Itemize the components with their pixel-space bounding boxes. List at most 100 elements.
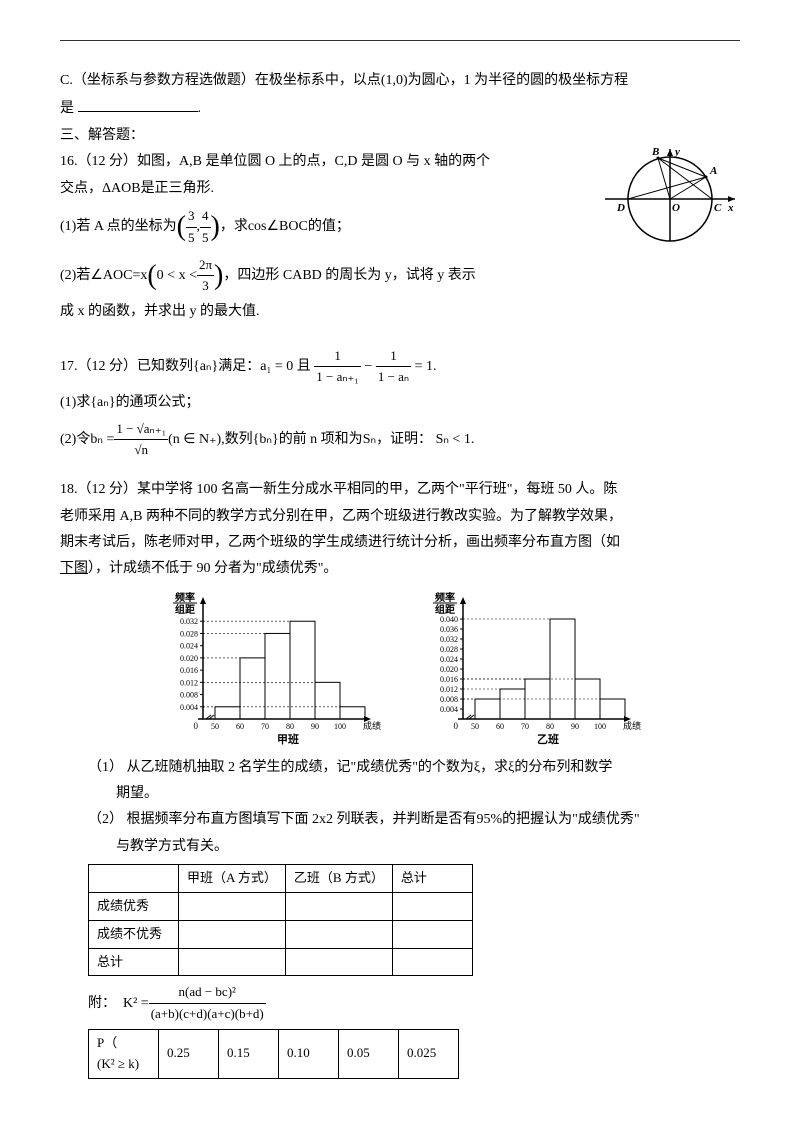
hist-yi: 0.0400.0360.0320.0280.0240.0200.0160.012… bbox=[415, 589, 645, 749]
q16-p1-mid: ，求 bbox=[220, 216, 248, 238]
f1n: 1 bbox=[314, 346, 361, 368]
bfd: √n bbox=[114, 440, 168, 461]
svg-text:0.004: 0.004 bbox=[440, 705, 458, 714]
svg-text:0.028: 0.028 bbox=[180, 629, 198, 638]
q16-range-pre: 0 < x < bbox=[157, 265, 197, 287]
table-row: 甲班（A 方式） 乙班（B 方式） 总计 bbox=[89, 865, 473, 893]
q16-h2b: 是正三角形. bbox=[141, 181, 215, 196]
q17-header: 17.（12 分）已知数列 {aₙ} 满足： a₁ = 0 且 11 − aₙ₊… bbox=[60, 346, 740, 389]
q15c-period: . bbox=[198, 101, 202, 116]
kt-lb: (K² ≥ k) bbox=[97, 1056, 139, 1071]
q18-p1: （1） 从乙班随机抽取 2 名学生的成绩，记"成绩优秀"的个数为ξ，求ξ的分布列… bbox=[88, 757, 740, 779]
kt-v1: 0.15 bbox=[219, 1030, 279, 1079]
f2d: 1 − aₙ bbox=[376, 367, 411, 388]
label-A: A bbox=[709, 165, 717, 177]
svg-text:频率: 频率 bbox=[175, 591, 195, 604]
q16-cos: cos∠BOC bbox=[248, 216, 308, 238]
q17-p2-mid2: 的前 n 项和为 bbox=[279, 429, 363, 451]
frac-d1: 5 bbox=[186, 228, 197, 249]
svg-text:甲班: 甲班 bbox=[277, 732, 299, 746]
frac-n2: 4 bbox=[200, 206, 211, 228]
page-content: C.（坐标系与参数方程选做题）在极坐标系中，以点(1,0)为圆心，1 为半径的圆… bbox=[60, 70, 740, 1079]
svg-text:80: 80 bbox=[546, 722, 554, 731]
q17-sn-ineq: Sₙ < 1. bbox=[436, 429, 475, 451]
ct-r2: 成绩不优秀 bbox=[89, 920, 179, 948]
hist-jia: 0.0320.0280.0240.0200.0160.0120.0080.004… bbox=[155, 589, 385, 749]
q17-minus: − bbox=[364, 356, 372, 378]
q18-pct: 95% bbox=[477, 812, 503, 827]
q15c-blank bbox=[78, 96, 198, 112]
svg-text:70: 70 bbox=[261, 722, 269, 731]
q16-range: ( 0 < x < 2π3 ) bbox=[147, 255, 223, 298]
bfn: 1 − √aₙ₊₁ bbox=[114, 419, 168, 441]
q17-seq: {aₙ} bbox=[193, 356, 218, 378]
svg-text:0.008: 0.008 bbox=[180, 690, 198, 699]
svg-text:频率: 频率 bbox=[435, 591, 455, 604]
svg-text:0.016: 0.016 bbox=[440, 675, 458, 684]
svg-text:100: 100 bbox=[334, 722, 346, 731]
svg-text:0.012: 0.012 bbox=[440, 685, 458, 694]
ct-h1: 甲班（A 方式） bbox=[179, 865, 286, 893]
svg-text:0.012: 0.012 bbox=[180, 678, 198, 687]
ct-h3: 总计 bbox=[392, 865, 472, 893]
q18-l1: 18.（12 分）某中学将 100 名高一新生分成水平相同的甲，乙两个"平行班"… bbox=[60, 479, 740, 501]
svg-text:60: 60 bbox=[236, 722, 244, 731]
svg-text:50: 50 bbox=[471, 722, 479, 731]
svg-text:60: 60 bbox=[496, 722, 504, 731]
svg-text:100: 100 bbox=[594, 722, 606, 731]
k2-label: 附： bbox=[88, 993, 116, 1015]
svg-text:成绩（分: 成绩（分 bbox=[623, 720, 645, 731]
contingency-table: 甲班（A 方式） 乙班（B 方式） 总计 成绩优秀 成绩不优秀 总计 bbox=[88, 864, 473, 976]
svg-text:成绩（分: 成绩（分 bbox=[363, 720, 385, 731]
q16-p2: (2)若 ∠AOC =x ( 0 < x < 2π3 ) ，四边形 CABD 的… bbox=[60, 255, 740, 298]
svg-text:0: 0 bbox=[454, 721, 459, 731]
svg-text:0.020: 0.020 bbox=[440, 665, 458, 674]
table-row: P（ (K² ≥ k) 0.25 0.15 0.10 0.05 0.025 bbox=[89, 1030, 459, 1079]
f1d: 1 − aₙ₊₁ bbox=[314, 367, 361, 388]
ct-h2: 乙班（B 方式） bbox=[285, 865, 392, 893]
frac-n1: 3 bbox=[186, 206, 197, 228]
q16-p2-mid: ，四边形 CABD 的周长为 y，试将 y 表示 bbox=[223, 265, 475, 287]
q18-p2: （2） 根据频率分布直方图填写下面 2x2 列联表，并判断是否有95%的把握认为… bbox=[88, 809, 740, 831]
frac-d2: 5 bbox=[200, 228, 211, 249]
label-D: D bbox=[616, 202, 625, 214]
histograms: 0.0320.0280.0240.0200.0160.0120.0080.004… bbox=[60, 589, 740, 749]
q18-l4-under: 下图 bbox=[60, 561, 88, 576]
kt-v4: 0.025 bbox=[399, 1030, 459, 1079]
q18-p1b: 期望。 bbox=[116, 783, 740, 805]
svg-text:0.036: 0.036 bbox=[440, 625, 458, 634]
k2-formula: 附： K² = n(ad − bc)²(a+b)(c+d)(a+c)(b+d) bbox=[88, 982, 740, 1025]
q15c-pre: C.（坐标系与参数方程选做题）在极坐标系中，以点 bbox=[60, 73, 381, 88]
q15c-line2: 是 . bbox=[60, 96, 740, 120]
q17-bn: bₙ = bbox=[90, 429, 114, 451]
q18-p2b: 与教学方式有关。 bbox=[116, 836, 740, 858]
label-B: B bbox=[651, 146, 659, 158]
q18-l4-post: ），计成绩不低于 90 分者为"成绩优秀"。 bbox=[88, 561, 337, 576]
svg-text:组距: 组距 bbox=[175, 603, 195, 616]
q17-p2: (2)令 bₙ = 1 − √aₙ₊₁√n (n ∈ N₊), 数列 {bₙ} … bbox=[60, 419, 740, 462]
svg-text:70: 70 bbox=[521, 722, 529, 731]
q17-mid: 满足： bbox=[218, 356, 260, 378]
q17-p2-end: ，证明： bbox=[376, 429, 432, 451]
k2-k: K² = bbox=[123, 993, 149, 1015]
svg-text:0.024: 0.024 bbox=[180, 641, 198, 650]
svg-text:0.032: 0.032 bbox=[180, 617, 198, 626]
kt-label: P（ (K² ≥ k) bbox=[89, 1030, 159, 1079]
table-row: 总计 bbox=[89, 948, 473, 976]
svg-text:0: 0 bbox=[194, 721, 199, 731]
q16-p1-pre: (1)若 A 点的坐标为 bbox=[60, 216, 177, 238]
kt-v0: 0.25 bbox=[159, 1030, 219, 1079]
q17-p2-pre: (2)令 bbox=[60, 429, 90, 451]
ct-r1: 成绩优秀 bbox=[89, 893, 179, 921]
svg-text:组距: 组距 bbox=[435, 603, 455, 616]
q16-p2-line2: 成 x 的函数，并求出 y 的最大值. bbox=[60, 301, 740, 323]
svg-text:0.020: 0.020 bbox=[180, 654, 198, 663]
k2n: n(ad − bc)² bbox=[149, 982, 266, 1004]
q16-angle: ∠AOC bbox=[90, 265, 132, 287]
q16-coord: ( 35 , 45 ) bbox=[177, 206, 220, 249]
svg-text:90: 90 bbox=[311, 722, 319, 731]
rd: 3 bbox=[197, 276, 214, 297]
q18-l2: 老师采用 A,B 两种不同的教学方式分别在甲，乙两个班级进行教改实验。为了解教学… bbox=[60, 506, 740, 528]
svg-text:0.024: 0.024 bbox=[440, 655, 458, 664]
kt-la: P（ bbox=[97, 1035, 117, 1050]
